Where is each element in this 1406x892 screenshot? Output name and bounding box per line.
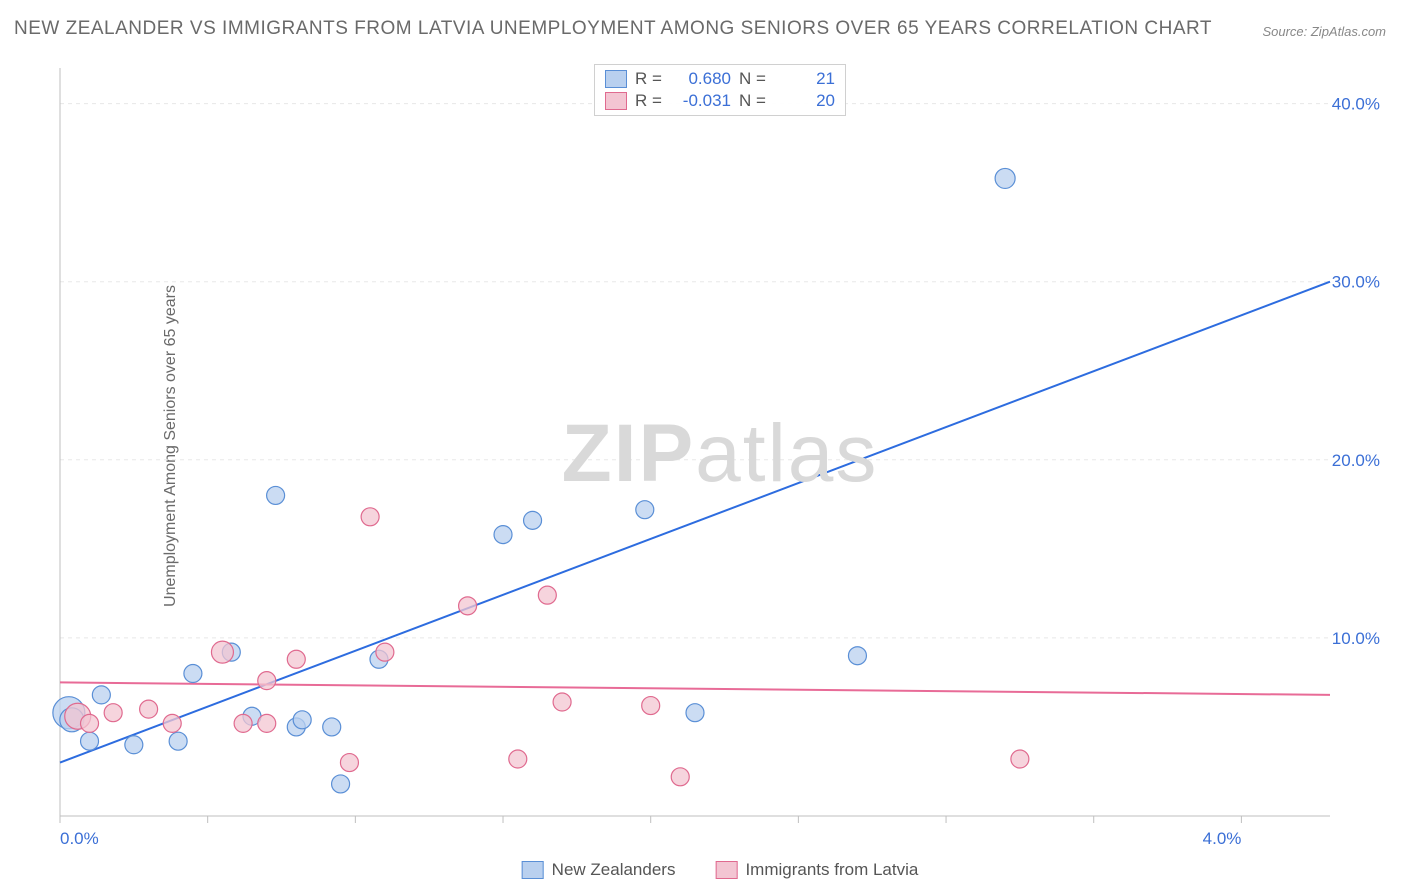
scatter-plot-svg: 10.0% 20.0% 30.0% 40.0% 0.0% 4.0% [50, 60, 1390, 850]
svg-text:10.0%: 10.0% [1332, 629, 1380, 648]
legend-r-value-2: -0.031 [671, 91, 731, 111]
legend-n-label: N = [739, 69, 767, 89]
legend-r-label: R = [635, 69, 663, 89]
legend-swatch-latvia [715, 861, 737, 879]
legend-swatch-1 [605, 70, 627, 88]
legend-row-series-2: R = -0.031 N = 20 [605, 91, 835, 111]
chart-area: ZIPatlas 10.0%20.0%30.0%40.0%0.0%4.0% R … [50, 60, 1390, 880]
chart-title: NEW ZEALANDER VS IMMIGRANTS FROM LATVIA … [14, 18, 1212, 40]
legend-r-value-1: 0.680 [671, 69, 731, 89]
legend-item-1: New Zealanders [522, 860, 676, 880]
series-legend: New Zealanders Immigrants from Latvia [522, 860, 919, 880]
legend-label-1: New Zealanders [552, 860, 676, 880]
source-attribution: Source: ZipAtlas.com [1262, 24, 1386, 39]
legend-swatch-nz [522, 861, 544, 879]
correlation-legend: R = 0.680 N = 21 R = -0.031 N = 20 [594, 64, 846, 116]
svg-text:4.0%: 4.0% [1203, 829, 1242, 848]
svg-text:0.0%: 0.0% [60, 829, 99, 848]
svg-text:30.0%: 30.0% [1332, 273, 1380, 292]
legend-n-value-1: 21 [775, 69, 835, 89]
legend-n-value-2: 20 [775, 91, 835, 111]
legend-row-series-1: R = 0.680 N = 21 [605, 69, 835, 89]
svg-text:40.0%: 40.0% [1332, 95, 1380, 114]
legend-label-2: Immigrants from Latvia [745, 860, 918, 880]
legend-r-label: R = [635, 91, 663, 111]
legend-swatch-2 [605, 92, 627, 110]
legend-n-label: N = [739, 91, 767, 111]
legend-item-2: Immigrants from Latvia [715, 860, 918, 880]
svg-text:20.0%: 20.0% [1332, 451, 1380, 470]
